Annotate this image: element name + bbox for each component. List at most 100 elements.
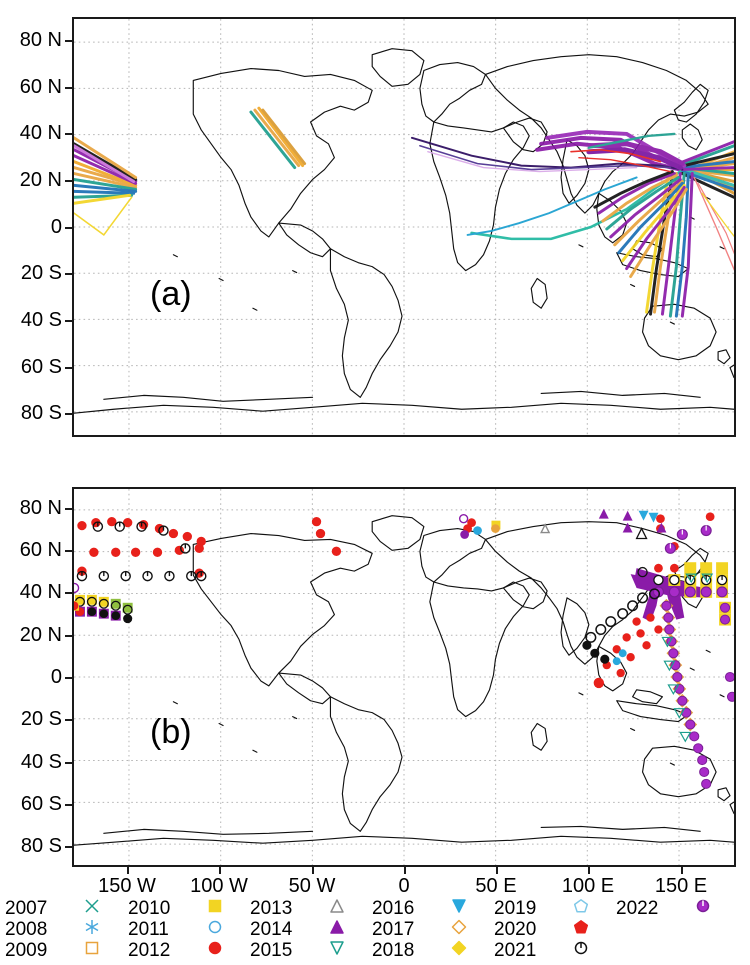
legend-filled-square-marker bbox=[206, 897, 224, 915]
ytick-mark-a-4 bbox=[65, 227, 72, 229]
legend-asterisk-marker bbox=[83, 918, 101, 936]
legend-year-2007: 2007 bbox=[5, 898, 48, 919]
ytick-mark-a-1 bbox=[65, 87, 72, 89]
legend-year-2014: 2014 bbox=[250, 919, 293, 940]
ytick-b-4: 0 bbox=[50, 666, 62, 688]
ytick-mark-b-6 bbox=[65, 762, 72, 764]
legend-year-2016: 2016 bbox=[372, 898, 415, 919]
panel-a-canvas bbox=[74, 19, 734, 435]
xtick-4: 50 E bbox=[475, 875, 517, 897]
xtick-0: 150 W bbox=[98, 875, 156, 897]
xtick-2: 50 W bbox=[288, 875, 336, 897]
ytick-a-8: 80 S bbox=[20, 402, 62, 424]
xtick-mark-2 bbox=[312, 867, 314, 874]
legend-open-pentagon-marker bbox=[572, 897, 590, 915]
legend-open-square-marker bbox=[83, 939, 101, 957]
legend-year-2012: 2012 bbox=[128, 940, 171, 961]
marker-group-2020 bbox=[77, 517, 342, 578]
marker-cluster-ne-pacific bbox=[74, 582, 133, 624]
legend-filled-pentagon-marker bbox=[572, 918, 590, 936]
year-legend: 2007 2008 2009 2010 2011 2012 2013 2014 2015 2016… bbox=[0, 893, 750, 965]
ytick-b-5: 20 S bbox=[20, 708, 62, 730]
ytick-mark-b-3 bbox=[65, 635, 72, 637]
ytick-a-5: 20 S bbox=[20, 262, 62, 284]
legend-filled-circle-marker bbox=[206, 939, 224, 957]
xtick-3: 0 bbox=[398, 875, 410, 897]
coastlines-a bbox=[74, 48, 734, 414]
xtick-mark-6 bbox=[681, 867, 683, 874]
xtick-mark-4 bbox=[496, 867, 498, 874]
ytick-mark-b-7 bbox=[65, 804, 72, 806]
legend-year-2013: 2013 bbox=[250, 898, 293, 919]
trajectory-lines-a bbox=[74, 106, 734, 318]
ytick-a-2: 40 N bbox=[19, 122, 62, 144]
legend-open-triangle-down-marker bbox=[328, 939, 346, 957]
ytick-mark-b-5 bbox=[65, 719, 72, 721]
panel-a-letter: (a) bbox=[150, 275, 192, 313]
ytick-mark-a-8 bbox=[65, 413, 72, 415]
legend-open-circle-marker bbox=[206, 918, 224, 936]
ytick-b-2: 40 N bbox=[19, 581, 62, 603]
ytick-b-8: 80 S bbox=[20, 835, 62, 857]
ytick-b-1: 60 N bbox=[19, 539, 62, 561]
map-panel-b: (b) bbox=[72, 487, 736, 867]
xtick-mark-1 bbox=[219, 867, 221, 874]
ytick-a-1: 60 N bbox=[19, 76, 62, 98]
legend-filled-triangle-down-marker bbox=[450, 897, 468, 915]
legend-year-2018: 2018 bbox=[372, 940, 415, 961]
ytick-mark-a-7 bbox=[65, 367, 72, 369]
legend-year-2020: 2020 bbox=[494, 919, 537, 940]
legend-x-cross-marker bbox=[83, 897, 101, 915]
legend-year-2021: 2021 bbox=[494, 940, 537, 961]
xtick-mark-5 bbox=[588, 867, 590, 874]
ytick-b-7: 60 S bbox=[20, 793, 62, 815]
legend-filled-pie-marker bbox=[694, 897, 712, 915]
marker-cluster-europe bbox=[458, 514, 551, 539]
ytick-mark-a-0 bbox=[65, 40, 72, 42]
ytick-mark-b-0 bbox=[65, 508, 72, 510]
legend-year-2008: 2008 bbox=[5, 919, 48, 940]
map-panel-a: (a) bbox=[72, 17, 736, 437]
legend-year-2011: 2011 bbox=[128, 919, 169, 940]
legend-open-diamond-marker bbox=[450, 918, 468, 936]
ytick-mark-b-4 bbox=[65, 677, 72, 679]
ytick-b-0: 80 N bbox=[19, 497, 62, 519]
ytick-a-0: 80 N bbox=[19, 29, 62, 51]
xtick-mark-3 bbox=[404, 867, 406, 874]
ytick-mark-b-1 bbox=[65, 550, 72, 552]
ytick-b-3: 20 N bbox=[19, 624, 62, 646]
marker-group-2021 bbox=[76, 521, 207, 582]
ytick-a-3: 20 N bbox=[19, 169, 62, 191]
legend-year-2017: 2017 bbox=[372, 919, 415, 940]
ytick-mark-b-2 bbox=[65, 592, 72, 594]
ytick-mark-b-8 bbox=[65, 846, 72, 848]
marker-chain-140e bbox=[582, 588, 712, 789]
legend-year-2022: 2022 bbox=[616, 898, 659, 919]
legend-year-2015: 2015 bbox=[250, 940, 293, 961]
legend-open-triangle-up-marker bbox=[328, 897, 346, 915]
legend-year-2010: 2010 bbox=[128, 898, 171, 919]
ytick-mark-a-2 bbox=[65, 133, 72, 135]
gridlines-a bbox=[74, 19, 734, 435]
ytick-a-7: 60 S bbox=[20, 356, 62, 378]
legend-year-2009: 2009 bbox=[5, 940, 48, 961]
ytick-mark-a-3 bbox=[65, 180, 72, 182]
ytick-a-4: 0 bbox=[50, 216, 62, 238]
legend-filled-triangle-up-marker bbox=[328, 918, 346, 936]
panel-b-canvas bbox=[74, 489, 734, 865]
gridlines-b bbox=[74, 489, 734, 865]
panel-b-letter: (b) bbox=[150, 713, 192, 751]
marker-cluster-siberia bbox=[598, 508, 715, 554]
legend-year-2019: 2019 bbox=[494, 898, 537, 919]
ytick-a-6: 40 S bbox=[20, 309, 62, 331]
xtick-1: 100 W bbox=[190, 875, 248, 897]
ytick-mark-a-6 bbox=[65, 320, 72, 322]
marker-grid-nw-pacific bbox=[637, 562, 729, 598]
legend-circle-with-wedge-marker bbox=[572, 939, 590, 957]
ytick-b-6: 40 S bbox=[20, 751, 62, 773]
marker-column-sw-pacific bbox=[719, 601, 734, 702]
data-markers-b bbox=[74, 508, 734, 789]
xtick-6: 150 E bbox=[654, 875, 708, 897]
xtick-mark-0 bbox=[127, 867, 129, 874]
